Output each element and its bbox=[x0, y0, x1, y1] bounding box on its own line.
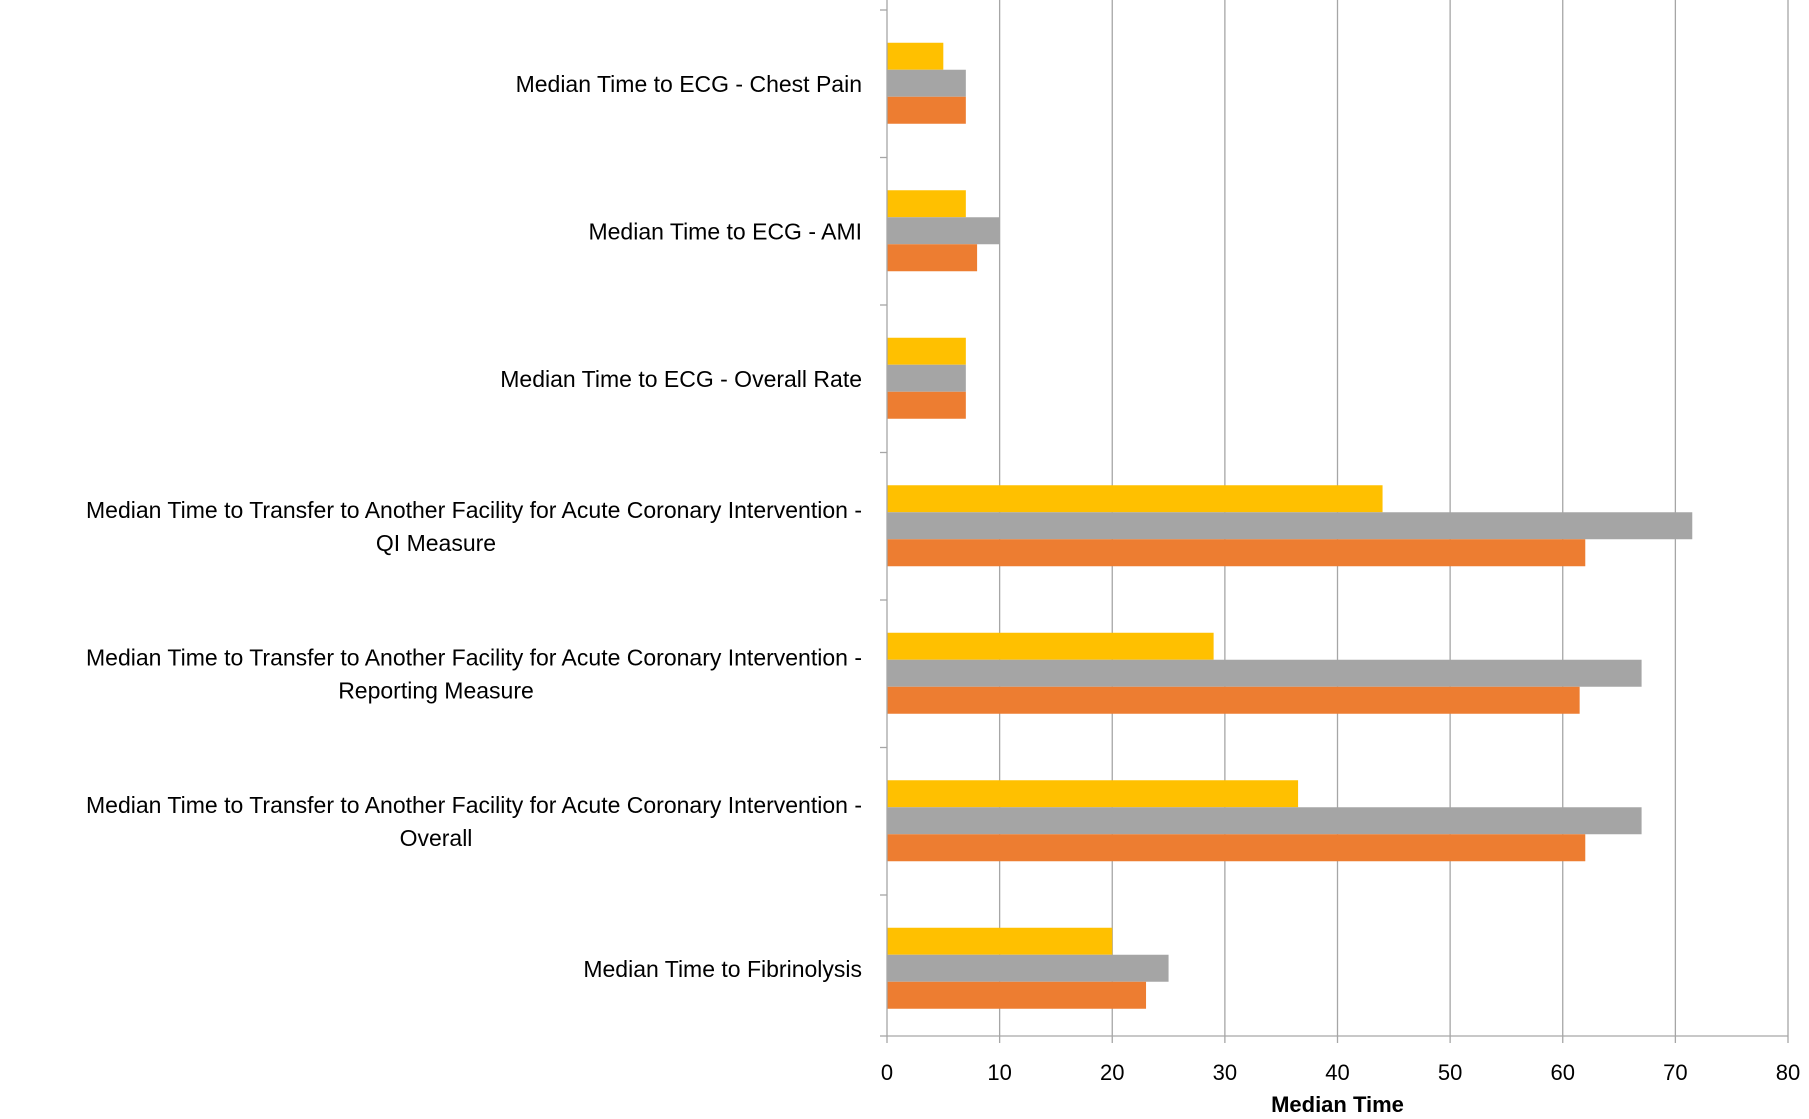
bar-series-2 bbox=[887, 391, 966, 419]
bar-series-1 bbox=[887, 217, 1000, 245]
bar-series-0 bbox=[887, 337, 966, 365]
bar-series-1 bbox=[887, 954, 1169, 982]
category-label: Median Time to ECG - Overall Rate bbox=[500, 366, 862, 392]
bar-series-2 bbox=[887, 981, 1147, 1009]
category-label-line-1: Median Time to Transfer to Another Facil… bbox=[86, 644, 862, 670]
bar-series-1 bbox=[887, 69, 966, 97]
x-tick-label: 80 bbox=[1776, 1060, 1800, 1085]
bar-series-0 bbox=[887, 485, 1383, 513]
category-label: Median Time to Fibrinolysis bbox=[583, 956, 862, 982]
category-label: Median Time to ECG - AMI bbox=[588, 218, 862, 244]
x-tick-label: 0 bbox=[881, 1060, 893, 1085]
tick-labels: 0 10 20 30 40 50 60 70 80 bbox=[881, 1060, 1800, 1085]
bar-series-0 bbox=[887, 780, 1299, 808]
category-label-line-2: QI Measure bbox=[376, 530, 496, 556]
bar-series-1 bbox=[887, 659, 1642, 687]
category-label: Median Time to ECG - Chest Pain bbox=[516, 71, 862, 97]
x-tick-label: 10 bbox=[987, 1060, 1011, 1085]
category-label-line-1: Median Time to Transfer to Another Facil… bbox=[86, 792, 862, 818]
bar-series-1 bbox=[887, 364, 966, 392]
axes bbox=[880, 0, 1789, 1043]
x-tick-label: 40 bbox=[1325, 1060, 1349, 1085]
bar-series-1 bbox=[887, 807, 1642, 835]
bar-series-2 bbox=[887, 686, 1580, 714]
bar-series-2 bbox=[887, 539, 1586, 567]
x-tick-label: 50 bbox=[1438, 1060, 1462, 1085]
bar-series-0 bbox=[887, 632, 1214, 660]
bar-series-2 bbox=[887, 834, 1586, 862]
bar-series-0 bbox=[887, 927, 1113, 955]
x-tick-label: 20 bbox=[1100, 1060, 1124, 1085]
bar-series-0 bbox=[887, 190, 966, 218]
category-labels: Median Time to ECG - Chest Pain Median Ti… bbox=[86, 71, 862, 982]
x-tick-label: 30 bbox=[1213, 1060, 1237, 1085]
x-axis-title: Median Time bbox=[1271, 1092, 1404, 1117]
category-label-line-1: Median Time to Transfer to Another Facil… bbox=[86, 497, 862, 523]
category-label-line-2: Reporting Measure bbox=[338, 677, 534, 703]
bar-series-0 bbox=[887, 42, 944, 70]
category-label-line-2: Overall bbox=[400, 825, 473, 851]
bars bbox=[887, 42, 1693, 1009]
x-tick-label: 70 bbox=[1663, 1060, 1687, 1085]
x-tick-label: 60 bbox=[1551, 1060, 1575, 1085]
bar-series-1 bbox=[887, 512, 1693, 540]
bar-series-2 bbox=[887, 244, 978, 272]
bar-series-2 bbox=[887, 96, 966, 124]
